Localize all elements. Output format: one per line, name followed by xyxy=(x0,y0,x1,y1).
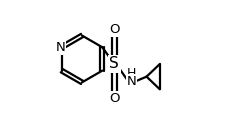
Text: O: O xyxy=(108,23,119,36)
Text: N: N xyxy=(126,75,136,88)
Text: N: N xyxy=(55,41,65,54)
Text: O: O xyxy=(108,92,119,105)
Text: H: H xyxy=(126,67,135,80)
Text: S: S xyxy=(109,56,119,72)
